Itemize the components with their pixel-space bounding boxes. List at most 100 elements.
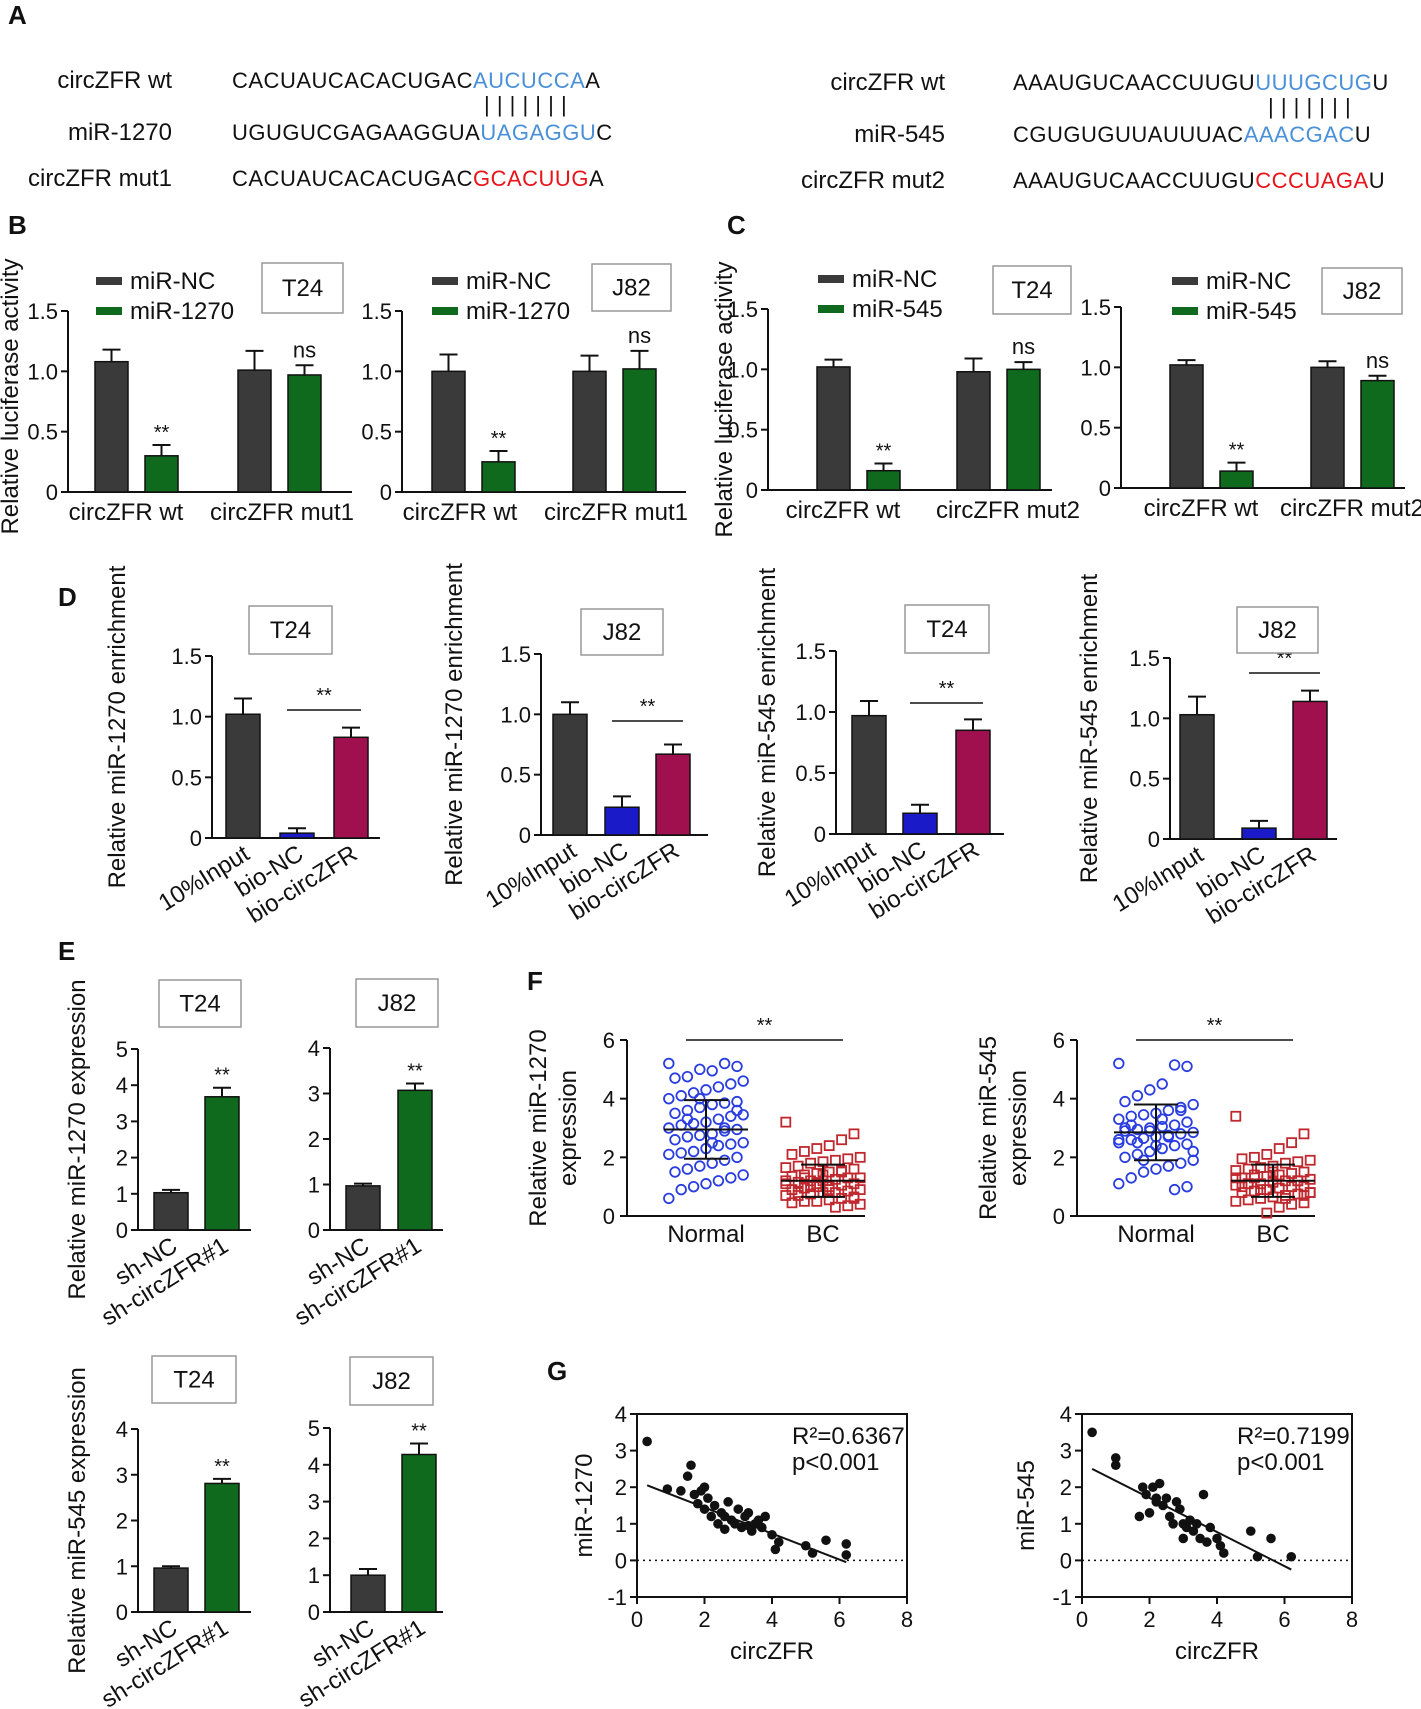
data-point-G-1: [699, 1482, 710, 1492]
data-point-G-2: [1168, 1519, 1178, 1529]
data-point-G-2: [1245, 1526, 1256, 1536]
data-point-F-1-bc: [848, 1178, 860, 1190]
y-tick-label-E-1: 5: [116, 1037, 128, 1062]
y-tick-label-E-3: 0: [116, 1600, 128, 1625]
data-point-G-1: [703, 1493, 713, 1503]
data-point-F-1-normal: [687, 1145, 700, 1158]
data-point-F-1-bc: [854, 1172, 866, 1184]
x-category-label-F-2-0: Normal: [1117, 1221, 1194, 1248]
x-category-label-F-1-0: Normal: [667, 1221, 744, 1248]
y-tick-label-D-1: 1.5: [171, 644, 202, 669]
data-point-F-1-bc: [836, 1193, 847, 1204]
data-point-G-1: [642, 1436, 652, 1447]
data-point-F-1-normal: [731, 1060, 743, 1073]
data-point-F-1-bc: [848, 1128, 860, 1140]
data-point-F-2-normal: [1119, 1151, 1131, 1164]
data-point-F-2-bc: [1242, 1194, 1254, 1206]
data-point-F-2-normal: [1156, 1120, 1168, 1133]
data-point-F-2-bc: [1261, 1207, 1273, 1219]
data-point-F-2-bc: [1304, 1154, 1316, 1166]
data-point-F-1-bc: [805, 1157, 816, 1169]
cell-line-box-B-J82: [591, 263, 672, 312]
bar-C-T24-2: [956, 370, 991, 491]
data-point-F-1-normal: [694, 1063, 706, 1076]
cell-line-box-C-J82: [1321, 267, 1403, 315]
bar-D-3-2: [955, 729, 991, 835]
cell-line-box-D-2: [580, 608, 664, 656]
data-point-F-1-normal: [663, 1148, 675, 1161]
x-tick-label-G-1: 8: [901, 1607, 913, 1632]
data-point-F-1-bc: [805, 1181, 816, 1193]
data-point-G-1: [713, 1519, 723, 1529]
ns-label-C-J82: ns: [1366, 348, 1389, 373]
y-tick-label-E-2: 3: [308, 1082, 320, 1107]
data-point-G-2: [1202, 1537, 1212, 1547]
data-point-F-1-normal: [663, 1092, 675, 1105]
legend-label-C-T24-0: miR-NC: [852, 266, 937, 293]
bar-C-T24-3: [1006, 368, 1041, 491]
y-tick-label-F-2: 0: [1053, 1204, 1065, 1229]
y-tick-label-E-4: 4: [308, 1453, 320, 1478]
y-tick-label-B-J82: 1.0: [361, 359, 392, 384]
bar-D-4-0: [1179, 713, 1215, 840]
sequence-segment: U: [1369, 168, 1385, 193]
data-point-G-2: [1144, 1508, 1155, 1518]
ns-label-B-T24: ns: [293, 337, 316, 362]
y-tick-label-F-1: 4: [603, 1087, 615, 1112]
data-point-F-2-normal: [1137, 1166, 1150, 1178]
data-point-F-2-normal: [1131, 1148, 1144, 1161]
legend-label-B-T24-1: miR-1270: [130, 298, 234, 325]
fit-line-G-2: [1091, 1468, 1292, 1571]
bar-C-J82-2: [1310, 366, 1345, 489]
data-point-F-2-normal: [1187, 1145, 1199, 1158]
sequence-segment: U: [1372, 70, 1388, 95]
bar-E-2-0: [345, 1185, 381, 1231]
data-point-F-2-bc: [1273, 1201, 1285, 1213]
y-tick-label-G-2: 3: [1060, 1439, 1072, 1464]
sequence-segment: CACUAUCACACUGAC: [232, 166, 473, 191]
bar-C-J82-3: [1360, 379, 1395, 489]
data-point-G-2: [1137, 1482, 1148, 1492]
y-axis-label-D-3: Relative miR-545 enrichment: [754, 567, 781, 877]
data-point-G-1: [709, 1500, 720, 1511]
cell-line-label-C-T24: T24: [1011, 277, 1052, 304]
data-point-F-1-bc: [830, 1173, 841, 1185]
data-point-F-2-bc: [1230, 1110, 1242, 1122]
bar-B-J82-3: [622, 368, 657, 493]
base-pair-lines-left: | | | | | | |: [484, 92, 567, 117]
data-point-G-2: [1178, 1533, 1189, 1544]
data-point-F-1-normal: [687, 1180, 700, 1193]
data-point-F-1-bc: [842, 1200, 854, 1212]
data-point-F-2-normal: [1131, 1136, 1144, 1149]
data-point-F-2-bc: [1230, 1172, 1242, 1184]
data-point-F-1-normal: [700, 1178, 712, 1190]
data-point-F-1-bc: [854, 1198, 866, 1210]
panel-label-g: G: [547, 1356, 567, 1386]
bar-E-3-1: [204, 1482, 240, 1613]
data-point-F-1-bc: [830, 1154, 841, 1166]
y-axis-label-G-1: miR-1270: [571, 1453, 598, 1557]
y-tick-label-E-2: 0: [308, 1218, 320, 1243]
legend-label-C-J82-0: miR-NC: [1206, 268, 1291, 295]
data-point-F-1-bc: [823, 1140, 835, 1151]
data-point-F-1-normal: [669, 1107, 681, 1120]
sequence-segment: UAGAGGU: [480, 120, 596, 145]
data-point-F-2-bc: [1230, 1165, 1242, 1176]
sequence-label-left-0: circZFR wt: [57, 67, 172, 94]
data-point-F-2-bc: [1242, 1178, 1254, 1190]
data-point-G-1: [760, 1511, 771, 1522]
y-tick-label-D-3: 1.5: [795, 639, 826, 664]
bar-D-2-2: [655, 753, 691, 836]
data-point-F-1-normal: [737, 1075, 749, 1087]
bar-E-2-1: [397, 1089, 433, 1231]
data-point-F-1-normal: [706, 1065, 718, 1077]
y-tick-label-G-1: 3: [615, 1439, 627, 1464]
significance-label-C-J82: **: [1229, 440, 1245, 462]
panel-label-a: A: [8, 0, 27, 30]
data-point-F-2-bc: [1292, 1188, 1304, 1200]
data-point-F-2-normal: [1181, 1138, 1193, 1150]
data-point-F-1-normal: [675, 1183, 687, 1196]
x-tick-label-G-2: 0: [1076, 1607, 1088, 1632]
bar-B-J82-0: [431, 370, 466, 493]
panel-label-b: B: [8, 210, 27, 240]
